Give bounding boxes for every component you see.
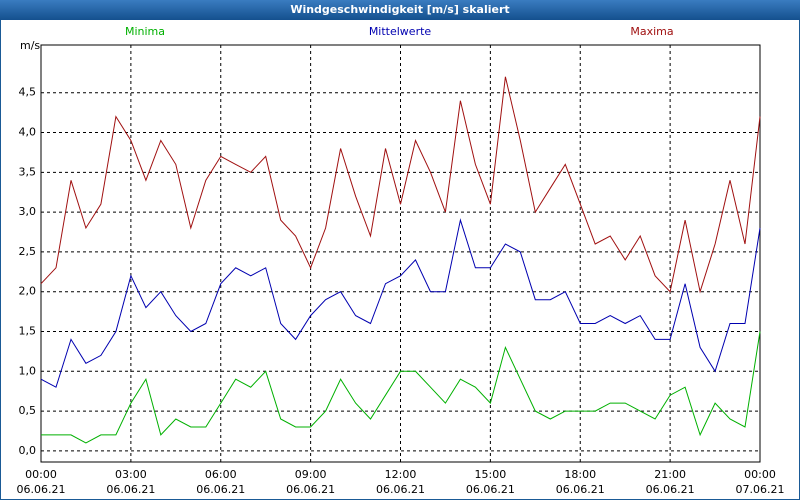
y-tick-label: 1,0 [19, 364, 37, 377]
y-axis-label: m/s [20, 39, 40, 52]
y-tick-label: 2,5 [19, 245, 37, 258]
x-tick-label: 03:00 [115, 468, 147, 481]
x-tick-label: 00:00 [25, 468, 57, 481]
y-tick-label: 4,5 [19, 86, 37, 99]
y-tick-label: 2,0 [19, 285, 37, 298]
series-line [40, 218, 761, 388]
y-tick-label: 0,0 [19, 444, 37, 457]
x-tick-label: 12:00 [385, 468, 417, 481]
x-tick-label: 18:00 [564, 468, 596, 481]
x-tick-date: 06.06.21 [106, 483, 155, 496]
x-tick-date: 06.06.21 [556, 483, 605, 496]
y-tick-label: 1,5 [19, 324, 37, 337]
series-line [40, 76, 761, 294]
x-tick-date: 06.06.21 [196, 483, 245, 496]
legend-label: Mittelwerte [369, 25, 432, 38]
legend-label: Minima [125, 25, 165, 38]
y-tick-label: 4,0 [19, 126, 37, 139]
series-line [41, 331, 761, 444]
y-tick-label: 3,5 [19, 165, 37, 178]
x-tick-date: 06.06.21 [286, 483, 335, 496]
x-tick-date: 06.06.21 [376, 483, 425, 496]
legend-label: Maxima [630, 25, 673, 38]
title-bar [0, 0, 800, 20]
x-tick-label: 21:00 [654, 468, 686, 481]
x-tick-label: 00:00 [744, 468, 776, 481]
chart-title: Windgeschwindigkeit [m/s] skaliert [290, 3, 509, 16]
x-tick-date: 06.06.21 [17, 483, 66, 496]
x-tick-label: 09:00 [295, 468, 327, 481]
x-tick-date: 07.06.21 [736, 483, 785, 496]
y-tick-label: 0,5 [19, 404, 37, 417]
x-tick-date: 06.06.21 [466, 483, 515, 496]
x-tick-date: 06.06.21 [646, 483, 695, 496]
x-tick-label: 06:00 [205, 468, 237, 481]
x-tick-label: 15:00 [475, 468, 507, 481]
y-tick-label: 3,0 [19, 205, 37, 218]
